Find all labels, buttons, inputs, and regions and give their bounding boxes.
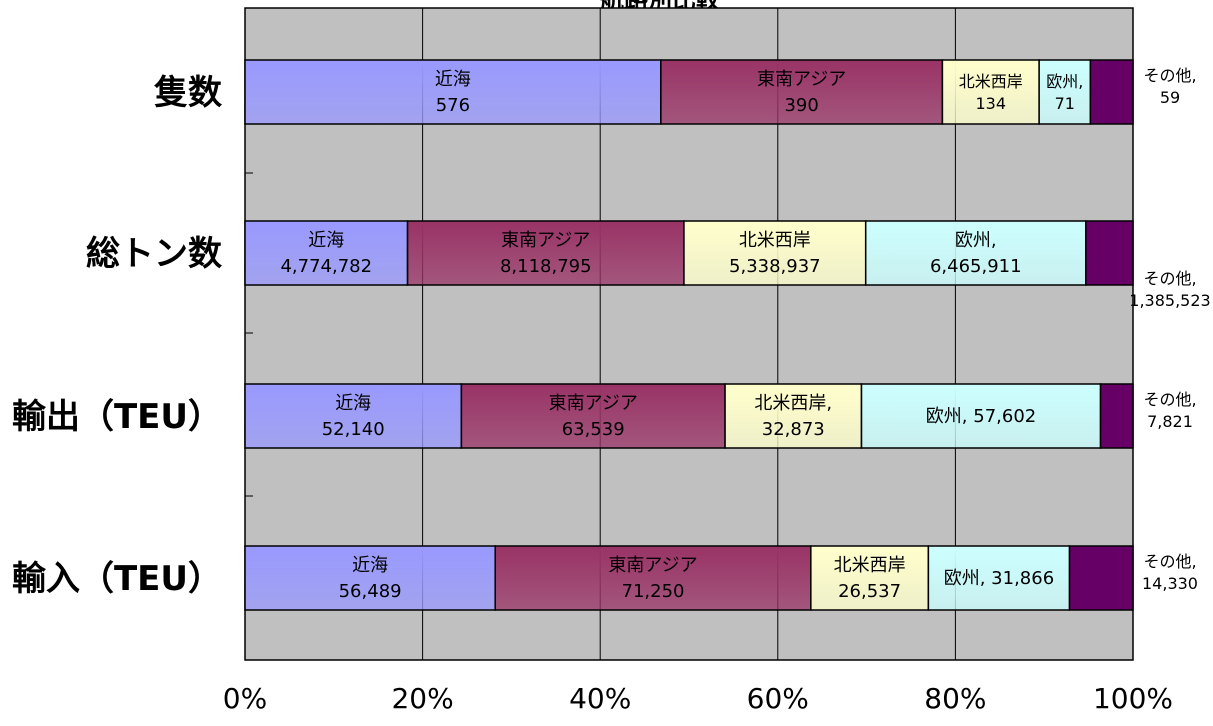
data-label: 北米西岸, 32,873 (754, 393, 832, 440)
data-label: 欧州, 31,866 (944, 568, 1054, 589)
data-label: 近海 576 (435, 69, 471, 116)
data-label: 東南アジア 8,118,795 (500, 230, 592, 277)
bar-segment (1085, 220, 1134, 286)
data-label: その他, 14,330 (1142, 552, 1198, 593)
bar-segment (244, 220, 409, 286)
data-label: 近海 56,489 (339, 555, 402, 602)
category-label: 隻数 (154, 73, 222, 113)
bar-segment (1089, 59, 1134, 125)
data-label: 北米西岸 26,537 (834, 555, 906, 602)
bar-segment (244, 545, 496, 611)
x-tick-label: 100% (1093, 682, 1173, 715)
x-tick-label: 20% (391, 682, 453, 715)
bar-segment (683, 220, 867, 286)
bar-segment (406, 220, 685, 286)
data-label: 欧州, 71 (1046, 72, 1083, 113)
category-label: 輸出（TEU） (12, 397, 222, 437)
data-label: その他, 7,821 (1143, 390, 1196, 431)
data-label: 北米西岸 134 (959, 72, 1023, 113)
data-label: 欧州, 6,465,911 (930, 230, 1022, 277)
bar-segment (810, 545, 930, 611)
bars (244, 59, 1134, 611)
data-label: その他, 1,385,523 (1129, 269, 1210, 310)
bar-segment (724, 383, 863, 449)
data-label: 東南アジア 71,250 (608, 555, 697, 602)
x-tick-label: 40% (569, 682, 631, 715)
category-label: 総トン数 (86, 234, 222, 274)
bar-segment (864, 220, 1087, 286)
data-label: 近海 52,140 (322, 393, 385, 440)
bar-segment (494, 545, 812, 611)
data-label: 東南アジア 390 (757, 69, 846, 116)
x-tick-label: 60% (747, 682, 809, 715)
data-label: 東南アジア 63,539 (549, 393, 638, 440)
data-label: 北米西岸 5,338,937 (729, 230, 821, 277)
data-label: 近海 4,774,782 (280, 230, 372, 277)
bar-segment (1038, 59, 1092, 125)
bar-segment (941, 59, 1040, 125)
bar-segment (860, 383, 1102, 449)
x-tick-label: 80% (924, 682, 986, 715)
data-label: 欧州, 57,602 (926, 406, 1036, 427)
category-label: 輸入（TEU） (12, 559, 222, 599)
bar-segment (1099, 383, 1134, 449)
bar-segment (1068, 545, 1134, 611)
x-tick-label: 0% (223, 682, 267, 715)
bar-segment (460, 383, 726, 449)
bar-segment (244, 383, 463, 449)
data-label: その他, 59 (1143, 66, 1196, 107)
